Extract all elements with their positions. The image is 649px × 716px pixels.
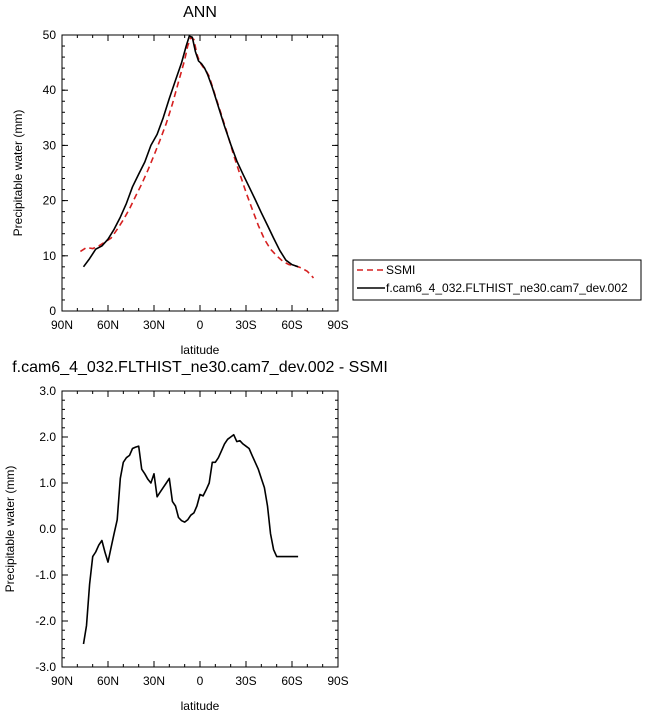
bottom-chart-title: f.cam6_4_032.FLTHIST_ne30.cam7_dev.002 -… [12,359,388,376]
top-xtick-label: 60S [281,318,302,332]
top-chart-series [79,35,315,279]
bottom-chart-ylabel: Precipitable water (mm) [3,466,17,593]
top-ytick-label: 10 [43,249,57,263]
bottom-ytick-label: 0.0 [39,522,56,536]
bottom-xtick-label: 60S [281,674,302,688]
top-chart-frame [61,34,339,312]
bottom-xtick-label: 0 [197,674,204,688]
bottom-ytick-label: 3.0 [39,384,56,398]
top-chart-ticks: 90N 60N 30N 0 30S 60S 90S 0 10 20 30 40 50 [43,28,349,332]
bottom-ytick-label: 1.0 [39,476,56,490]
top-ytick-label: 40 [43,83,57,97]
bottom-xtick-label: 60N [97,674,119,688]
top-series-line-0 [79,36,315,279]
bottom-ytick-label: -2.0 [35,614,56,628]
legend: SSMI f.cam6_4_032.FLTHIST_ne30.cam7_dev.… [352,259,642,301]
top-xtick-label: 90S [327,318,348,332]
bottom-xtick-label: 30S [235,674,256,688]
top-xtick-label: 30S [235,318,256,332]
legend-box [352,259,642,301]
bottom-xtick-label: 90N [51,674,73,688]
top-xtick-label: 90N [51,318,73,332]
bottom-xtick-label: 90S [327,674,348,688]
top-series-line-1 [82,35,299,268]
panel-top: ANN 90N 60N 30N 0 30S 60S 90S 0 10 20 30 40 50 latit… [11,4,349,357]
bottom-ytick-label: -1.0 [35,568,56,582]
top-ytick-label: 30 [43,138,57,152]
top-ytick-label: 50 [43,28,57,42]
panel-bottom: f.cam6_4_032.FLTHIST_ne30.cam7_dev.002 -… [3,359,388,713]
top-ytick-label: 0 [49,304,56,318]
top-chart-xlabel: latitude [181,343,220,357]
bottom-xtick-label: 30N [143,674,165,688]
top-xtick-label: 60N [97,318,119,332]
bottom-ytick-label: 2.0 [39,430,56,444]
top-xtick-label: 0 [197,318,204,332]
bottom-chart-xlabel: latitude [181,699,220,713]
bottom-ytick-label: -3.0 [35,660,56,674]
bottom-series-line-0 [82,433,299,645]
top-chart-title: ANN [183,4,217,21]
bottom-chart-series [82,433,299,645]
top-xtick-label: 30N [143,318,165,332]
legend-label-model: f.cam6_4_032.FLTHIST_ne30.cam7_dev.002 [386,281,628,295]
bottom-chart-ticks: 90N 60N 30N 0 30S 60S 90S -3.0 -2.0 -1.0 0.0 1.0 2.0… [35,384,348,688]
top-ytick-label: 20 [43,194,57,208]
top-chart-ylabel: Precipitable water (mm) [11,110,25,237]
bottom-chart-frame [61,390,339,668]
legend-label-ssmi: SSMI [386,263,415,277]
